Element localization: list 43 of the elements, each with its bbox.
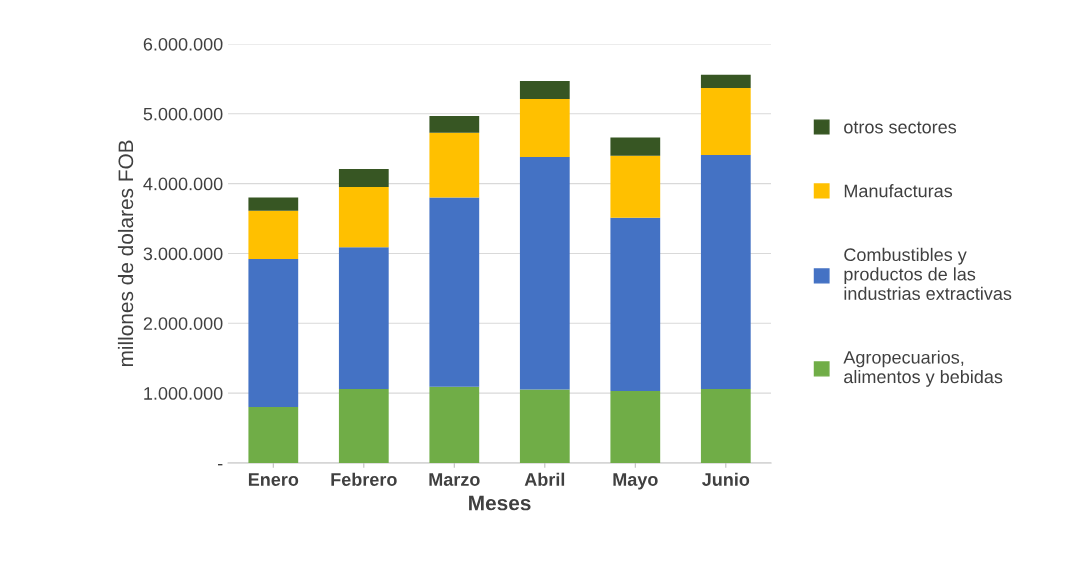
bar [248,259,299,408]
y-tick-label: 6.000.000 [143,37,223,51]
bar [519,80,570,100]
legend-label: Agropecuarios, alimentos y bebidas [843,350,1003,387]
bar [429,386,480,463]
x-tick-label: Febrero [331,472,397,486]
x-tick-label: Junio [702,472,750,486]
y-tick-label: 4.000.000 [143,177,223,191]
bar [700,74,751,88]
bar [429,197,480,387]
bar [338,187,389,248]
bar [610,217,661,392]
legend-label: otros sectores [844,121,957,134]
x-tick-label: Mayo [613,473,658,490]
bar [248,407,299,463]
y-tick-label: 1.000.000 [144,387,223,400]
y-axis-title: millones de dolares FOB [117,140,134,367]
bar [429,115,480,133]
x-axis-title: Meses [469,495,531,511]
bar [248,197,299,211]
bar [700,154,751,389]
bar [700,388,751,463]
y-tick-label: - [217,463,223,466]
bar [610,391,661,463]
bar [248,210,299,260]
x-tick-label: Marzo [429,473,480,486]
bar [519,389,570,463]
legend-label: Manufacturas [844,184,953,198]
bar [700,87,751,155]
y-tick-label: 3.000.000 [143,247,223,261]
legend-label: Combustibles y productos de las industrias extractivas [844,247,1012,300]
bar [610,137,661,156]
y-tick-label: 2.000.000 [143,317,223,330]
bar [338,247,389,389]
bar [338,388,389,463]
bar [338,168,389,188]
x-tick-label: Abril [524,472,565,486]
x-tick-label: Enero [248,473,299,486]
bar [519,99,570,158]
y-tick-label: 5.000.000 [143,107,223,121]
bar [519,157,570,390]
bar [610,155,661,218]
bar [429,132,480,198]
